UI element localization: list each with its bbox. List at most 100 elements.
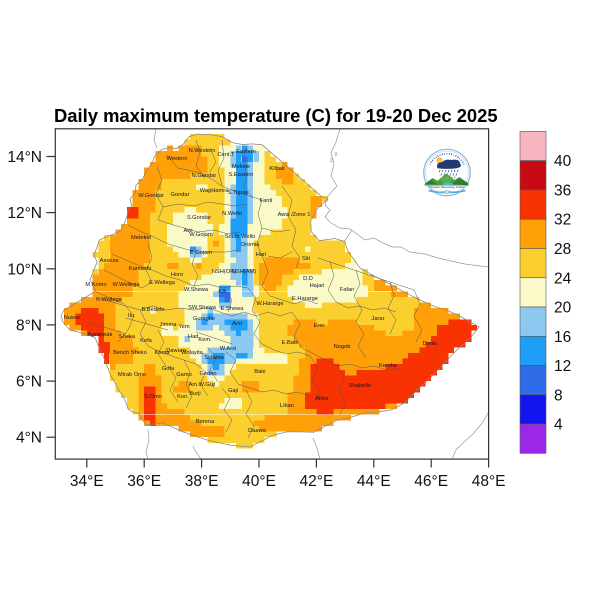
- svg-text:Am.W.Guji: Am.W.Guji: [189, 382, 216, 388]
- svg-text:N.Western: N.Western: [189, 148, 216, 154]
- svg-text:24: 24: [554, 270, 572, 287]
- svg-text:46°E: 46°E: [414, 473, 448, 490]
- svg-text:S.Eastern: S.Eastern: [229, 172, 254, 178]
- svg-text:Gamo: Gamo: [176, 372, 192, 378]
- svg-text:W.Gojam: W.Gojam: [189, 232, 213, 238]
- svg-text:6°N: 6°N: [16, 374, 42, 391]
- svg-text:Liban: Liban: [280, 403, 294, 409]
- svg-text:Horo: Horo: [171, 272, 183, 278]
- svg-text:Cent.T: Cent.T: [217, 152, 235, 158]
- svg-text:Awi: Awi: [183, 228, 192, 234]
- svg-text:K.Wellega: K.Wellega: [96, 297, 123, 303]
- svg-text:S.Omo: S.Omo: [144, 394, 162, 400]
- svg-text:M.Komo: M.Komo: [85, 282, 106, 288]
- svg-text:Fanti: Fanti: [260, 198, 273, 204]
- svg-text:Gofa: Gofa: [162, 366, 175, 372]
- svg-text:Yem: Yem: [178, 324, 189, 330]
- svg-text:44°E: 44°E: [357, 473, 391, 490]
- svg-text:NSH(AM): NSH(AM): [232, 269, 256, 275]
- svg-text:Daawa: Daawa: [248, 428, 267, 434]
- svg-text:8°N: 8°N: [16, 317, 42, 334]
- svg-text:Ilu: Ilu: [128, 313, 134, 319]
- svg-text:Afder: Afder: [315, 396, 329, 402]
- svg-text:WagHamra: WagHamra: [200, 188, 229, 194]
- svg-text:20: 20: [554, 300, 572, 317]
- svg-text:Mekele: Mekele: [232, 164, 250, 170]
- svg-text:32: 32: [554, 212, 571, 229]
- svg-text:Konta: Konta: [155, 350, 171, 356]
- svg-text:Burji: Burji: [189, 391, 200, 397]
- svg-text:38°E: 38°E: [185, 473, 219, 490]
- svg-text:Metekel: Metekel: [131, 235, 151, 241]
- svg-text:Hajari: Hajari: [310, 283, 325, 289]
- svg-text:D.D: D.D: [303, 276, 313, 282]
- svg-text:Mirab Omo: Mirab Omo: [118, 372, 146, 378]
- svg-text:KA: KA: [218, 289, 226, 295]
- svg-text:Assosa: Assosa: [100, 258, 119, 264]
- svg-text:12°N: 12°N: [7, 205, 42, 222]
- svg-text:Kem.: Kem.: [198, 337, 212, 343]
- svg-text:4: 4: [554, 417, 563, 434]
- svg-text:48°E: 48°E: [472, 473, 506, 490]
- svg-text:Kilbali: Kilbali: [269, 166, 284, 172]
- svg-text:Bench Sheko: Bench Sheko: [113, 350, 147, 356]
- svg-text:E.Wellega: E.Wellega: [149, 280, 176, 286]
- svg-text:N.Gondar: N.Gondar: [192, 173, 217, 179]
- svg-text:Nuwer: Nuwer: [64, 315, 81, 321]
- svg-text:10°N: 10°N: [7, 261, 42, 278]
- svg-text:N.Wello: N.Wello: [222, 211, 242, 217]
- svg-text:Shabelle: Shabelle: [349, 383, 371, 389]
- svg-text:Erer: Erer: [314, 323, 325, 329]
- svg-text:36: 36: [554, 182, 571, 199]
- svg-text:Oromia: Oromia: [241, 242, 260, 248]
- svg-text:S.Tigray: S.Tigray: [228, 190, 249, 196]
- svg-text:South Wello: South Wello: [225, 234, 256, 240]
- svg-text:Gaji: Gaji: [228, 388, 238, 394]
- svg-text:4°N: 4°N: [16, 430, 42, 447]
- svg-text:Fafan: Fafan: [340, 287, 355, 293]
- svg-text:Gedeo: Gedeo: [199, 371, 216, 377]
- svg-text:Sheka: Sheka: [119, 334, 136, 340]
- svg-text:Jimma: Jimma: [160, 322, 178, 328]
- svg-text:Guraghe: Guraghe: [193, 316, 215, 322]
- svg-text:14°N: 14°N: [7, 149, 42, 166]
- svg-text:W.Shewa: W.Shewa: [184, 287, 209, 293]
- svg-text:Ethiopian Meteorology Institut: Ethiopian Meteorology Institute: [429, 185, 465, 189]
- svg-text:8: 8: [554, 387, 563, 404]
- svg-text:34°E: 34°E: [70, 473, 104, 490]
- svg-text:Kershe: Kershe: [379, 363, 397, 369]
- svg-text:Sidama: Sidama: [204, 355, 224, 361]
- svg-text:Kefa: Kefa: [140, 338, 153, 344]
- svg-text:SW.Shewa: SW.Shewa: [188, 305, 217, 311]
- svg-text:W.Gondar: W.Gondar: [138, 193, 164, 199]
- svg-text:36°E: 36°E: [127, 473, 161, 490]
- svg-text:Kon.: Kon.: [177, 394, 189, 400]
- svg-text:Doolo: Doolo: [423, 341, 438, 347]
- svg-text:16: 16: [554, 329, 571, 346]
- svg-text:Western: Western: [166, 156, 187, 162]
- svg-text:Borena: Borena: [196, 419, 215, 425]
- svg-text:Dawuro: Dawuro: [166, 348, 186, 354]
- svg-text:Daily maximum temperature (C): Daily maximum temperature (C) for 19-20 …: [54, 105, 498, 126]
- svg-text:Jarar: Jarar: [372, 316, 385, 322]
- svg-text:Agniewak: Agniewak: [88, 332, 113, 338]
- svg-text:Awsi /Zone 1: Awsi /Zone 1: [278, 212, 311, 218]
- svg-text:B.Bedele: B.Bedele: [141, 307, 164, 313]
- svg-text:Wolayita: Wolayita: [181, 350, 204, 356]
- svg-text:40: 40: [554, 153, 572, 170]
- svg-text:Nogob: Nogob: [334, 344, 351, 350]
- svg-text:Hari: Hari: [256, 252, 266, 258]
- svg-text:W.Hararge: W.Hararge: [256, 301, 283, 307]
- svg-text:E.Shewa: E.Shewa: [221, 306, 245, 312]
- svg-text:Bale: Bale: [254, 369, 265, 375]
- svg-text:Arsi: Arsi: [232, 321, 242, 327]
- svg-text:W.Arsi: W.Arsi: [220, 346, 236, 352]
- svg-text:E.Bale: E.Bale: [282, 340, 299, 346]
- svg-text:42°E: 42°E: [300, 473, 334, 490]
- svg-text:Eastern: Eastern: [236, 149, 256, 155]
- svg-text:NSH(OR): NSH(OR): [212, 269, 236, 275]
- svg-text:Kamashi: Kamashi: [129, 266, 151, 272]
- svg-text:W.Wellega: W.Wellega: [112, 282, 140, 288]
- svg-text:E.Gojam: E.Gojam: [190, 250, 212, 256]
- svg-text:Had.: Had.: [188, 334, 200, 340]
